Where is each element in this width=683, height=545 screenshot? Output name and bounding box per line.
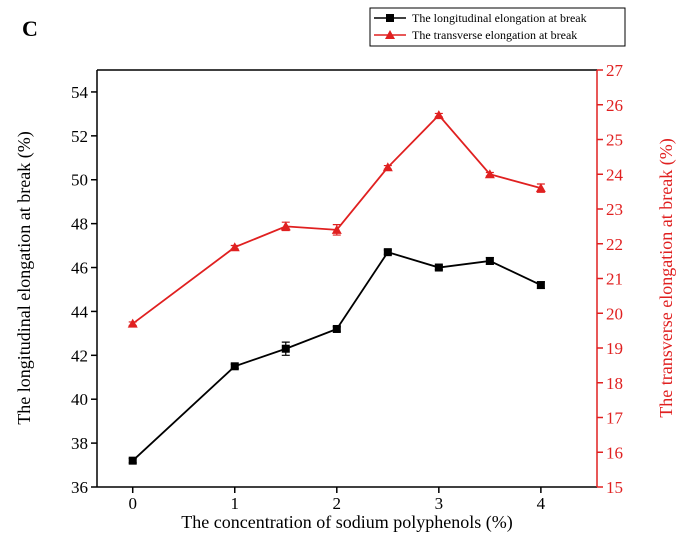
x-tick-label: 4	[537, 494, 546, 513]
y-tick-label: 36	[71, 478, 88, 497]
y2-tick-label: 22	[606, 235, 623, 254]
y2-tick-label: 15	[606, 478, 623, 497]
y-axis-label: The longitudinal elongation at break (%)	[14, 131, 35, 424]
point	[434, 263, 443, 272]
point	[128, 456, 137, 465]
y2-tick-label: 20	[606, 304, 623, 323]
point	[386, 14, 394, 22]
x-axis-label: The concentration of sodium polyphenols …	[181, 512, 512, 533]
point	[385, 30, 395, 39]
point	[331, 224, 342, 234]
y-tick-label: 46	[71, 259, 88, 278]
point	[535, 183, 546, 193]
point	[281, 344, 290, 353]
y2-axis-label: The transverse elongation at break (%)	[656, 138, 677, 417]
x-tick-label: 1	[231, 494, 240, 513]
point	[536, 281, 545, 290]
line	[132, 113, 542, 325]
y-tick-label: 50	[71, 171, 88, 190]
point	[433, 110, 444, 120]
y2-tick-label: 17	[606, 409, 624, 428]
legend-box	[369, 7, 626, 47]
x-tick-label: 0	[128, 494, 137, 513]
x-tick-label: 3	[435, 494, 444, 513]
y2-tick-label: 16	[606, 443, 623, 462]
y2-tick-label: 21	[606, 270, 623, 289]
y-tick-label: 38	[71, 434, 88, 453]
y-tick-label: 48	[71, 215, 88, 234]
point	[485, 256, 494, 265]
legend-label: The longitudinal elongation at break	[412, 11, 587, 25]
y2-tick-label: 24	[606, 165, 624, 184]
point	[127, 318, 138, 328]
y2-tick-label: 25	[606, 131, 623, 150]
point	[229, 242, 240, 252]
y-tick-label: 44	[71, 302, 89, 321]
y-tick-label: 42	[71, 346, 88, 365]
point	[332, 324, 341, 333]
y-tick-label: 54	[71, 83, 89, 102]
x-tick-label: 2	[333, 494, 342, 513]
y-tick-label: 52	[71, 127, 88, 146]
panel-label: C	[22, 16, 38, 41]
y2-tick-label: 18	[606, 374, 623, 393]
point	[280, 221, 291, 231]
y2-tick-label: 26	[606, 96, 623, 115]
y-tick-label: 40	[71, 390, 88, 409]
y2-tick-label: 19	[606, 339, 623, 358]
legend-label: The transverse elongation at break	[412, 28, 577, 42]
point	[230, 362, 239, 371]
line	[132, 251, 542, 462]
point	[383, 248, 392, 257]
point	[484, 169, 495, 179]
point	[382, 162, 393, 172]
y2-tick-label: 23	[606, 200, 623, 219]
y2-tick-label: 27	[606, 61, 624, 80]
